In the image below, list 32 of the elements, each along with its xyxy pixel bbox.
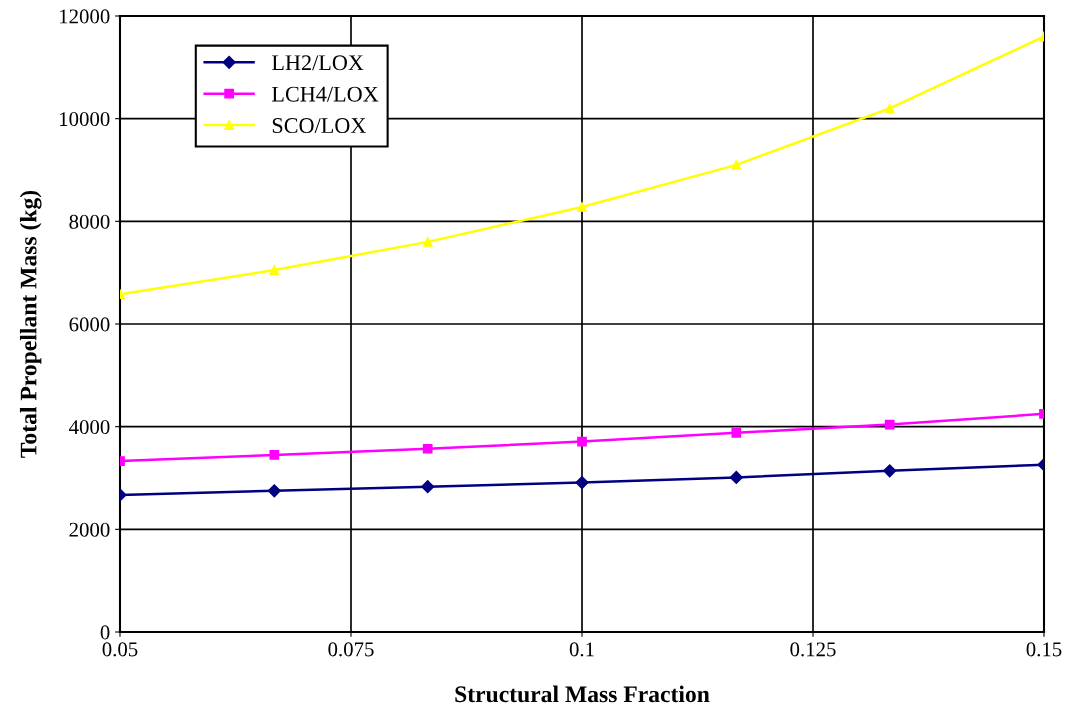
legend-label: LCH4/LOX xyxy=(271,86,379,102)
y-tick-label: 12000 xyxy=(60,9,110,24)
point xyxy=(731,160,742,170)
point xyxy=(269,265,280,275)
point xyxy=(421,480,435,494)
point xyxy=(884,103,895,114)
y-tick-label: 8000 xyxy=(69,214,110,229)
x-tick-label: 0.075 xyxy=(328,642,374,657)
point xyxy=(577,436,587,447)
point xyxy=(884,419,895,430)
x-tick-label: 0.1 xyxy=(569,642,594,657)
y-tick-label: 2000 xyxy=(69,522,110,537)
point xyxy=(729,470,743,485)
point xyxy=(269,450,280,460)
point xyxy=(731,427,742,438)
y-tick-label: 0 xyxy=(100,625,110,640)
x-tick-label: 0.15 xyxy=(1026,642,1062,657)
y-tick-label: 10000 xyxy=(60,112,110,127)
legend-label: LH2/LOX xyxy=(271,55,364,71)
point xyxy=(267,484,281,498)
point xyxy=(422,237,433,247)
point xyxy=(422,443,433,454)
x-tick-label: 0.05 xyxy=(102,642,138,657)
point xyxy=(883,464,897,478)
y-tick-label: 6000 xyxy=(69,317,110,332)
x-axis-title: Structural Mass Fraction xyxy=(455,685,710,703)
y-axis-title: Total Propellant Mass (kg) xyxy=(19,190,42,458)
point xyxy=(577,202,587,212)
y-tick-label: 4000 xyxy=(69,420,110,435)
legend-label: SCO/LOX xyxy=(272,118,367,134)
point xyxy=(575,476,589,490)
x-tick-label: 0.125 xyxy=(790,642,836,657)
